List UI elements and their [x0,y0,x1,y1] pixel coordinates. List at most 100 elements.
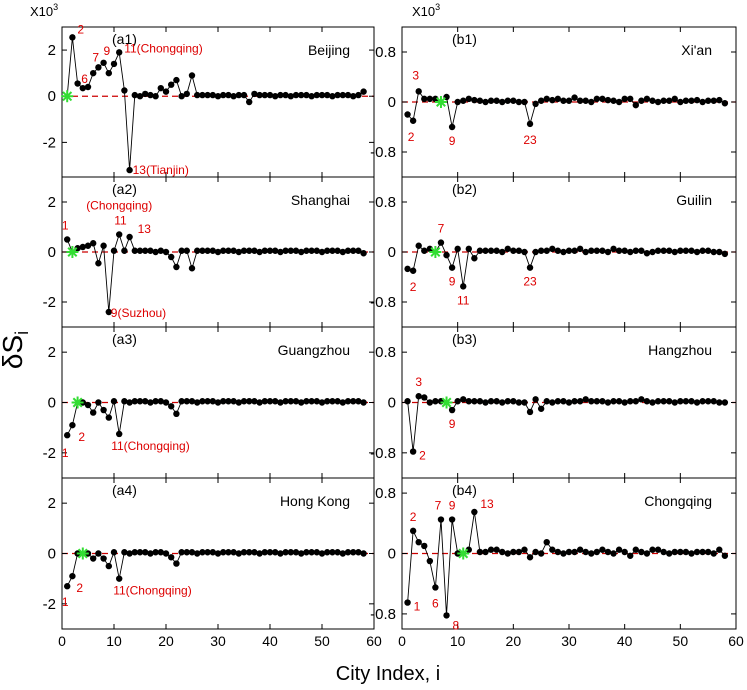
data-point [266,549,274,556]
point-annotation: 9 [449,134,456,148]
data-point [532,396,539,403]
data-point [571,247,578,254]
data-point [225,247,232,254]
point-annotation: 9 [449,499,456,513]
data-point [251,549,258,556]
data-point [593,247,601,254]
data-point [209,398,216,405]
data-point [100,242,107,249]
data-point [334,398,341,405]
data-point [308,398,315,405]
data-point [704,398,712,405]
data-point [147,399,154,406]
data-point [493,247,500,254]
data-point [404,111,411,118]
data-point [682,398,690,405]
data-point [355,398,362,405]
data-point [426,95,434,103]
data-point [487,546,495,553]
data-point [599,95,606,103]
data-point [432,584,439,591]
data-point [204,549,211,556]
self-city-marker-stroke [67,247,78,257]
data-point [721,250,729,258]
data-point [220,398,227,405]
data-point [615,398,623,405]
data-point [204,247,211,254]
data-point [671,95,678,103]
data-point [471,508,478,516]
data-point [487,398,495,405]
data-point [610,245,617,253]
y-tick-label: -2 [43,596,56,613]
panel-city-name: Shanghai [291,192,350,208]
data-point [554,247,562,254]
y-tick-label: -2 [43,294,56,311]
data-point [671,399,678,406]
panel-a2: 2 0 -2 (a2) Shanghai 1 (Chongqing)11 13 9(Suzhou… [43,176,375,328]
point-annotation: 1 [62,446,69,460]
y-axis-label-subscript: i [12,331,32,335]
x-tick-label: 30 [210,633,226,649]
data-point [188,398,196,405]
data-point [476,97,484,104]
self-city-marker-stroke [77,548,88,559]
data-point [682,548,690,556]
point-annotation: 11 [114,214,127,228]
point-annotation: 23 [523,133,537,147]
data-point [157,398,164,405]
self-city-marker-stroke [72,397,83,408]
data-point [465,245,472,253]
data-point [716,399,723,406]
panel-city-name: Guilin [676,192,712,208]
data-point [329,247,336,254]
data-point [318,91,326,99]
data-point [638,396,645,403]
self-city-marker-stroke [430,247,441,257]
data-point [152,93,159,100]
data-point [287,247,294,254]
data-point [671,548,678,556]
point-annotation: 3 [412,68,419,82]
point-annotation: 2 [410,280,417,294]
x-tick-label: 30 [561,633,577,649]
data-point [339,91,346,99]
point-annotation: 7 [438,222,445,236]
data-point [638,548,645,556]
self-city-marker-stroke [458,548,469,559]
data-point [515,548,523,556]
data-point [209,247,216,254]
data-point [142,398,149,405]
data-point [204,91,211,99]
data-point [142,549,149,556]
data-point [666,398,673,405]
data-point [69,34,76,41]
data-point [147,247,154,254]
data-point [421,394,428,401]
data-point [693,548,701,556]
data-point [168,253,175,261]
data-point [621,95,628,103]
data-point [693,399,701,406]
data-point [565,548,573,556]
data-point [110,549,118,556]
y-tick-label: 0 [48,546,56,563]
y-tick-label: 0 [48,244,56,261]
data-point [576,245,584,253]
x-tick-label: 10 [450,633,466,649]
data-point [303,91,310,99]
data-point [482,98,489,106]
data-point [110,398,118,405]
point-annotation: 9(Suzhou) [111,306,166,320]
data-point [360,88,367,95]
data-point [292,549,300,556]
data-point [84,83,92,91]
y-tick-label: 2 [48,194,56,211]
data-point [638,247,645,254]
data-point [251,398,258,405]
data-point [152,248,159,256]
x-tick-label: 20 [158,633,174,649]
data-point [638,97,645,104]
data-point [131,398,138,405]
data-point [214,93,222,100]
